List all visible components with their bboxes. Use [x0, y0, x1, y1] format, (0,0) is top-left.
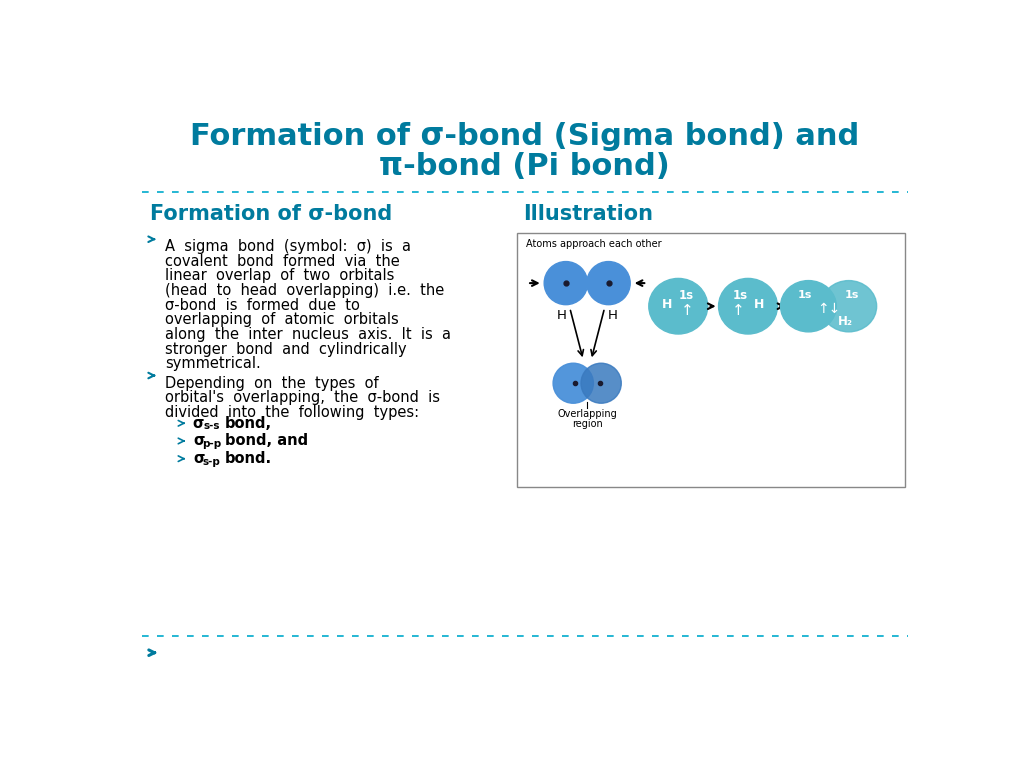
Circle shape [587, 262, 630, 305]
Text: A  sigma  bond  (symbol:  σ)  is  a: A sigma bond (symbol: σ) is a [165, 239, 412, 254]
Text: H: H [754, 298, 764, 311]
Text: H: H [607, 309, 617, 322]
Ellipse shape [649, 279, 708, 334]
Text: 1s: 1s [798, 290, 812, 300]
Text: H₂: H₂ [839, 315, 853, 328]
Text: (head  to  head  overlapping)  i.e.  the: (head to head overlapping) i.e. the [165, 283, 444, 298]
Text: Formation of σ-bond (Sigma bond) and: Formation of σ-bond (Sigma bond) and [190, 122, 859, 151]
Text: along  the  inter  nucleus  axis.  It  is  a: along the inter nucleus axis. It is a [165, 327, 452, 342]
Text: Formation of σ-bond: Formation of σ-bond [150, 204, 392, 223]
Ellipse shape [719, 279, 777, 334]
Text: σ: σ [194, 433, 205, 449]
Text: Depending  on  the  types  of: Depending on the types of [165, 376, 379, 390]
Text: σ-bond  is  formed  due  to: σ-bond is formed due to [165, 298, 360, 313]
Text: orbital's  overlapping,  the  σ-bond  is: orbital's overlapping, the σ-bond is [165, 390, 440, 406]
Text: symmetrical.: symmetrical. [165, 356, 261, 371]
Text: Illustration: Illustration [523, 204, 653, 223]
Text: Atoms approach each other: Atoms approach each other [526, 239, 662, 250]
Circle shape [581, 363, 622, 403]
Text: bond, and: bond, and [225, 433, 308, 449]
Text: ↑↓: ↑↓ [817, 303, 841, 316]
Ellipse shape [821, 280, 877, 332]
Text: H: H [663, 298, 673, 311]
Circle shape [544, 262, 588, 305]
Text: 1s: 1s [845, 290, 859, 300]
FancyBboxPatch shape [517, 233, 904, 487]
Text: bond,: bond, [225, 415, 272, 431]
Ellipse shape [780, 280, 837, 332]
Text: bond.: bond. [225, 451, 272, 466]
Text: overlapping  of  atomic  orbitals: overlapping of atomic orbitals [165, 313, 399, 327]
Text: 1s: 1s [733, 289, 748, 302]
Text: covalent  bond  formed  via  the: covalent bond formed via the [165, 254, 400, 269]
Text: divided  into  the  following  types:: divided into the following types: [165, 405, 419, 420]
Text: region: region [571, 419, 602, 429]
Text: linear  overlap  of  two  orbitals: linear overlap of two orbitals [165, 269, 394, 283]
Text: p-p: p-p [203, 439, 221, 449]
Text: 1s: 1s [679, 289, 693, 302]
Text: σ: σ [194, 415, 210, 431]
Text: s-s: s-s [203, 422, 220, 432]
Text: σ: σ [194, 451, 205, 466]
Text: ↑: ↑ [732, 303, 745, 319]
Text: H: H [557, 309, 567, 322]
Circle shape [553, 363, 593, 403]
Text: π-bond (Pi bond): π-bond (Pi bond) [380, 151, 670, 180]
Text: Overlapping: Overlapping [557, 409, 617, 419]
Text: stronger  bond  and  cylindrically: stronger bond and cylindrically [165, 342, 407, 356]
Text: s-p: s-p [203, 457, 220, 467]
Text: ↑: ↑ [681, 303, 694, 319]
